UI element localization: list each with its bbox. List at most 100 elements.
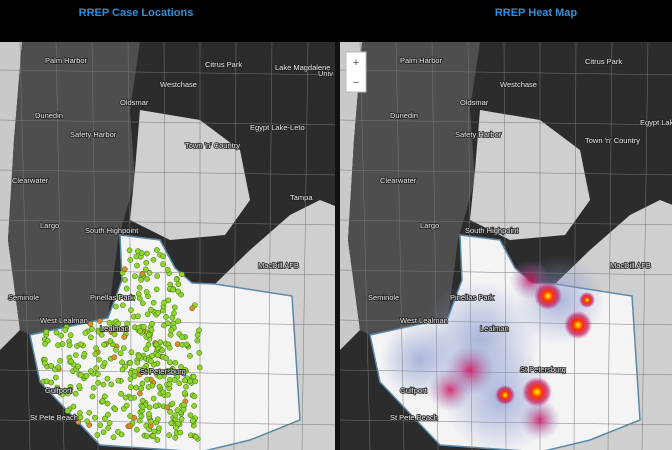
place-label: Seminole (368, 293, 399, 302)
case-point (150, 433, 157, 440)
old-tampa-bay (130, 110, 250, 240)
case-point (167, 409, 173, 415)
case-point (150, 299, 157, 306)
case-point (146, 367, 153, 374)
place-label: Tampa (290, 193, 313, 202)
place-label: Gulfport (45, 386, 73, 395)
case-point (154, 416, 161, 423)
case-point (160, 253, 166, 260)
case-point (196, 364, 203, 371)
heat-blob (522, 377, 552, 407)
case-point (118, 431, 125, 438)
case-point (77, 371, 84, 378)
case-point (94, 371, 101, 378)
case-point (160, 389, 167, 396)
case-point (144, 433, 150, 440)
place-label: Pinellas Park (90, 293, 134, 302)
case-point (146, 411, 152, 417)
heat-map[interactable]: Palm Harbor Citrus Park Westchase Oldsmar Du… (340, 42, 672, 450)
tampa-bay (208, 200, 335, 450)
case-point (101, 341, 107, 348)
case-point (105, 425, 111, 431)
case-point (196, 349, 203, 356)
case-point (160, 261, 166, 268)
place-label: Oldsmar (120, 98, 149, 107)
place-label: West Lealman (400, 316, 448, 325)
case-point (144, 276, 151, 282)
road (340, 169, 672, 176)
case-point (106, 419, 113, 426)
case-point (111, 354, 118, 361)
case-point (115, 294, 122, 300)
case-point (136, 371, 143, 378)
case-point (179, 334, 185, 341)
case-point (148, 306, 154, 313)
case-point (91, 414, 98, 421)
case-point (122, 394, 129, 401)
place-label: Palm Harbor (400, 56, 443, 65)
case-point (168, 327, 175, 334)
case-point (154, 437, 161, 443)
case-point (134, 262, 140, 269)
case-point (174, 407, 181, 413)
case-point (126, 247, 133, 254)
case-point (84, 418, 91, 425)
case-point (95, 379, 101, 386)
case-point (153, 341, 160, 348)
case-point (152, 403, 159, 409)
case-point (183, 341, 190, 348)
case-point (175, 288, 181, 295)
case-point (166, 432, 173, 438)
case-point (72, 352, 79, 358)
case-point (176, 380, 183, 387)
place-label: Lealman (480, 324, 509, 333)
case-point (64, 408, 71, 414)
case-point (139, 270, 146, 277)
zoom-in[interactable]: + (353, 57, 359, 69)
case-point (92, 351, 99, 357)
case-point (101, 393, 108, 400)
case-point (112, 303, 119, 310)
heat-blob (495, 385, 515, 405)
case-point (76, 383, 83, 389)
case-point (104, 400, 111, 407)
case-point (142, 266, 149, 273)
place-label: Pinellas Park (450, 293, 494, 302)
case-point (118, 391, 124, 397)
case-point (136, 284, 143, 291)
case-point (93, 345, 99, 352)
case-point (141, 365, 147, 372)
case-point (144, 376, 150, 383)
case-point (128, 307, 134, 313)
place-label: Safety Harbor (455, 130, 502, 139)
place-label: Gulfport (400, 386, 428, 395)
zoom-out[interactable]: − (353, 77, 359, 89)
case-point (48, 379, 55, 386)
case-point (181, 390, 188, 396)
case-point (137, 328, 144, 335)
case-point (100, 429, 107, 436)
case-point (75, 419, 82, 425)
case-point (177, 429, 184, 436)
case-point (121, 334, 128, 340)
case-point (171, 377, 178, 383)
place-label: Clearwater (380, 176, 417, 185)
case-point (166, 381, 173, 388)
case-point (168, 420, 175, 427)
zoom-control: + − (345, 51, 367, 93)
case-point (145, 332, 152, 338)
road (55, 42, 65, 450)
case-map[interactable]: Palm Harbor Citrus Park Lake MagdaleneUniv… (0, 42, 345, 450)
case-point (189, 305, 196, 312)
divider (335, 42, 340, 450)
case-point (190, 373, 197, 380)
case-point (94, 432, 101, 438)
case-point (135, 313, 141, 320)
case-point (77, 414, 84, 421)
place-label: St Petersburg (140, 367, 186, 376)
case-point (138, 250, 145, 256)
case-point (89, 393, 96, 400)
case-point (171, 304, 178, 311)
case-point (139, 404, 146, 410)
